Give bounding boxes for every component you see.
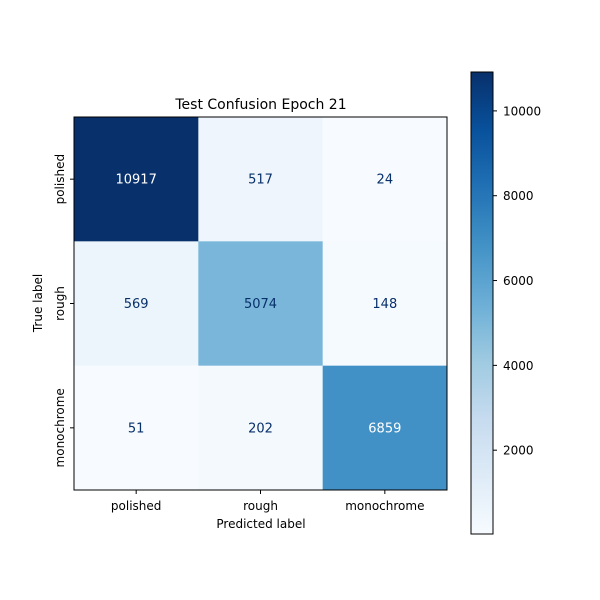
x-tick-label: monochrome bbox=[345, 499, 424, 513]
heatmap-cell bbox=[198, 117, 324, 242]
cell-value-label: 10917 bbox=[115, 173, 156, 188]
colorbar-tick-label: 6000 bbox=[503, 274, 534, 288]
heatmap-cells: 10917 517 24 569 5074 148 51 202 6859 bbox=[74, 117, 448, 491]
x-tick-label: rough bbox=[243, 499, 278, 513]
colorbar bbox=[470, 71, 494, 535]
x-axis-ticks: polished rough monochrome bbox=[111, 490, 424, 513]
heatmap-cell bbox=[198, 365, 324, 491]
chart-title: Test Confusion Epoch 21 bbox=[174, 97, 346, 113]
colorbar-tick-label: 4000 bbox=[503, 359, 534, 373]
heatmap-cell bbox=[74, 241, 199, 367]
cell-value-label: 51 bbox=[128, 421, 145, 436]
cell-value-label: 569 bbox=[124, 297, 149, 312]
heatmap-cell bbox=[322, 365, 448, 491]
cell-value-label: 202 bbox=[248, 421, 273, 436]
y-axis-label: True label bbox=[31, 274, 45, 333]
cell-value-label: 517 bbox=[248, 173, 273, 188]
cell-value-label: 5074 bbox=[244, 297, 277, 312]
heatmap-cell bbox=[322, 117, 448, 242]
colorbar-tick-label: 8000 bbox=[503, 189, 534, 203]
cell-value-label: 6859 bbox=[368, 421, 401, 436]
colorbar-tick-label: 2000 bbox=[503, 444, 534, 458]
cell-value-label: 24 bbox=[377, 173, 394, 188]
heatmap-cell bbox=[322, 241, 448, 367]
x-axis-label: Predicted label bbox=[216, 517, 305, 531]
colorbar-tick-label: 10000 bbox=[503, 104, 541, 118]
heatmap-cell bbox=[198, 241, 324, 367]
cell-value-label: 148 bbox=[372, 297, 397, 312]
y-axis-ticks: polished rough monochrome bbox=[53, 154, 74, 467]
x-tick-label: polished bbox=[111, 499, 161, 513]
heatmap-cell bbox=[74, 117, 199, 242]
heatmap-cell bbox=[74, 365, 199, 491]
colorbar-ticks: 2000 4000 6000 8000 10000 bbox=[493, 104, 541, 458]
y-tick-label: polished bbox=[53, 154, 67, 204]
y-tick-label: rough bbox=[53, 286, 67, 321]
y-tick-label: monochrome bbox=[53, 388, 67, 467]
